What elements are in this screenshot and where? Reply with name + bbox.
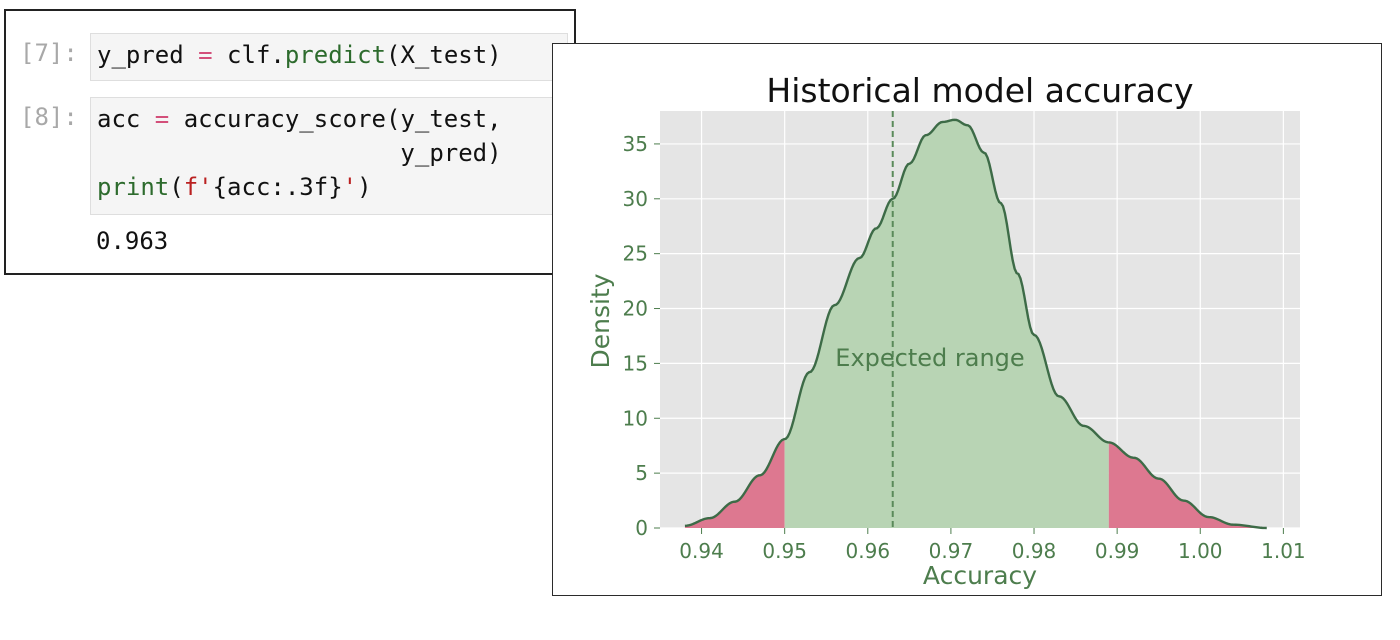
x-tick-label: 0.96 (846, 539, 891, 563)
notebook-panel: [7]: y_pred = clf.predict(X_test) [8]: acc … (4, 9, 576, 275)
code-token: ) (357, 173, 372, 201)
y-tick-label: 0 (635, 516, 648, 540)
cell-output: 0.963 (96, 227, 169, 255)
cell-prompt: [8]: (20, 103, 78, 131)
code-token: = (198, 41, 213, 69)
code-line: y_pred) (97, 136, 567, 170)
code-cell-input[interactable]: y_pred = clf.predict(X_test) (90, 33, 568, 81)
code-line: y_pred = clf.predict(X_test) (97, 38, 567, 72)
code-token: predict (284, 41, 387, 69)
y-tick-label: 25 (623, 242, 648, 266)
code-token: {acc:.3f} (212, 173, 343, 201)
code-token: acc (97, 105, 155, 133)
expected-range-area (784, 119, 1109, 528)
lower-tail-area (684, 439, 785, 528)
expected-range-label: Expected range (835, 344, 1024, 372)
y-tick-label: 20 (623, 297, 648, 321)
code-token: (X_test) (386, 41, 502, 69)
cell-prompt: [7]: (20, 39, 78, 67)
x-tick-label: 0.94 (679, 539, 724, 563)
x-tick-label: 0.99 (1095, 539, 1140, 563)
x-tick-label: 0.97 (929, 539, 974, 563)
chart-panel: Expected range 0.94 0.95 0.96 0.97 0.98 0.99 1.… (552, 43, 1382, 596)
x-axis-label: Accuracy (923, 561, 1037, 590)
density-chart: Expected range 0.94 0.95 0.96 0.97 0.98 0.99 1.… (586, 71, 1306, 590)
density-curve (684, 118, 1267, 530)
code-token: print (97, 173, 170, 201)
code-token: clf. (212, 41, 285, 69)
y-tick-label: 30 (623, 187, 648, 211)
x-tick-label: 1.01 (1261, 539, 1306, 563)
y-tick-label: 10 (623, 406, 648, 430)
y-tick-label: 5 (635, 461, 648, 485)
code-cell-input[interactable]: acc = accuracy_score(y_test, y_pred)prin… (90, 97, 568, 215)
code-token: accuracy_score(y_test, (169, 105, 502, 133)
upper-tail-area (1108, 442, 1267, 528)
x-tick-label: 1.00 (1178, 539, 1223, 563)
code-token: y_pred (97, 41, 199, 69)
code-token: = (154, 105, 170, 133)
chart-title: Historical model accuracy (766, 71, 1193, 110)
code-line: print(f'{acc:.3f}') (97, 170, 567, 204)
y-tick-label: 15 (623, 351, 648, 375)
code-token: f' (183, 173, 213, 201)
code-line: acc = accuracy_score(y_test, (97, 102, 567, 136)
x-tick-label: 0.95 (762, 539, 807, 563)
code-token: y_pred) (97, 139, 502, 167)
x-tick-label: 0.98 (1012, 539, 1057, 563)
y-axis-label: Density (586, 273, 615, 368)
code-token: ' (342, 173, 358, 201)
y-tick-label: 35 (623, 132, 648, 156)
code-token: ( (169, 173, 184, 201)
